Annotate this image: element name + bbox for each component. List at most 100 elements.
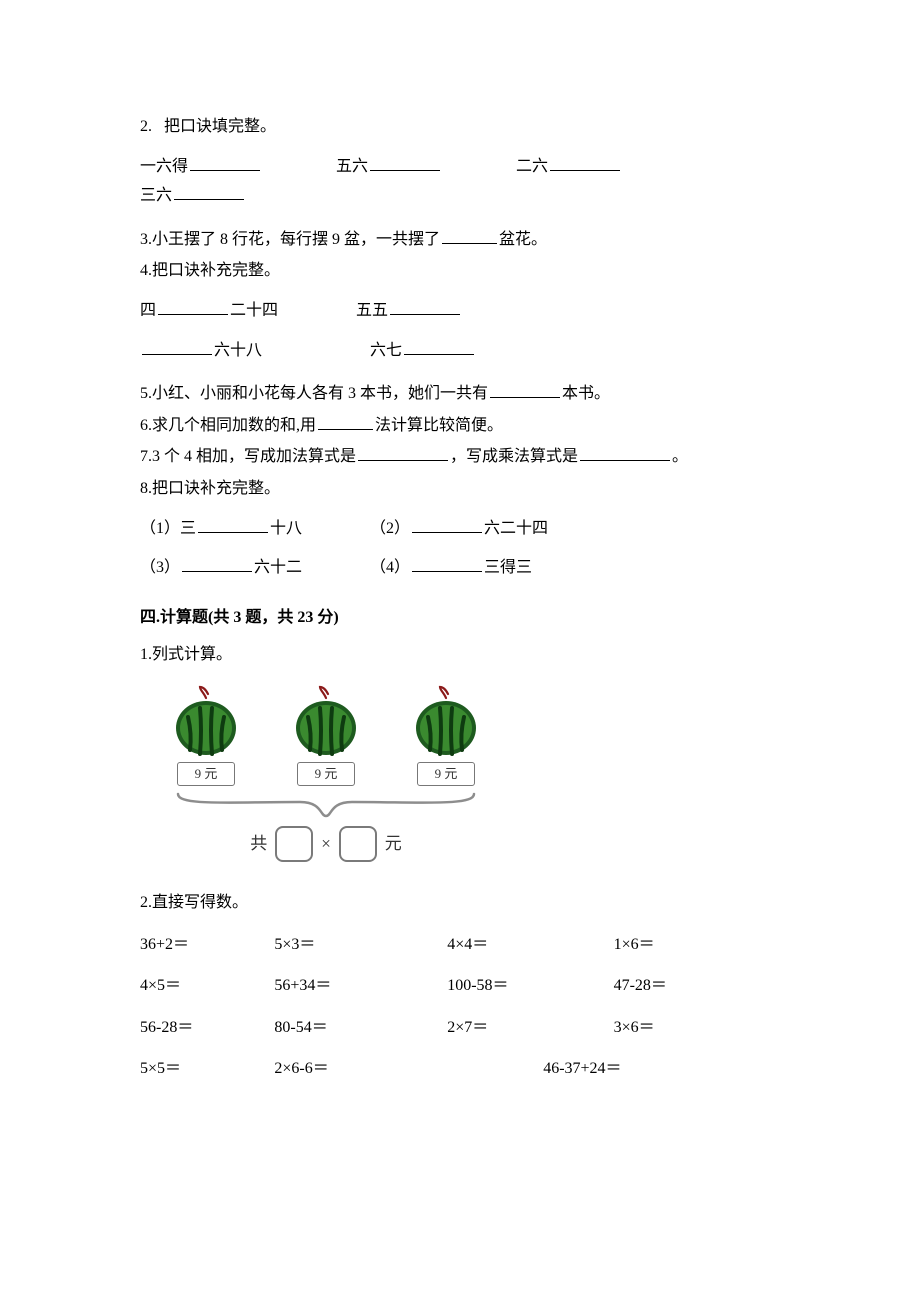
table-row: 56-28＝ 80-54＝ 2×7＝ 3×6＝ — [140, 1007, 780, 1049]
text: 四 — [140, 302, 156, 319]
q3-8-row2: （3） 六十二 （4）三得三 — [140, 553, 780, 583]
watermelon-icon — [290, 684, 362, 756]
q3-5: 5.小红、小丽和小花每人各有 3 本书，她们一共有 本书。 — [140, 379, 780, 409]
q3-3: 3.小王摆了 8 行花，每行摆 9 盆，一共摆了 盆花。 — [140, 225, 780, 255]
blank — [318, 411, 373, 430]
answer-box — [275, 826, 313, 862]
q3-4-text: 4.把口诀补充完整。 — [140, 262, 280, 279]
table-row: 36+2＝ 5×3＝ 4×4＝ 1×6＝ — [140, 924, 780, 966]
cell: 2×6-6＝ — [274, 1054, 543, 1084]
melon-row: 9 元 9 元 — [170, 684, 780, 786]
text: 六七 — [370, 342, 402, 359]
melon-item: 9 元 — [170, 684, 242, 786]
q3-2-item-3-text: 二六 — [516, 158, 548, 175]
eq-op: × — [321, 828, 331, 859]
cell: 56-28＝ — [140, 1007, 274, 1049]
q3-5a: 5.小红、小丽和小花每人各有 3 本书，她们一共有 — [140, 385, 488, 402]
q3-8-i3: （3） 六十二 — [140, 559, 302, 576]
q3-5b: 本书。 — [562, 385, 610, 402]
text: 十八 — [270, 520, 302, 537]
text: 二十四 — [230, 302, 278, 319]
q3-2-item-2: 五六 — [336, 152, 442, 182]
q3-8-i1: （1）三 十八 — [140, 520, 302, 537]
q3-8-row1: （1）三 十八 （2） 六二十四 — [140, 514, 780, 544]
price-tag: 9 元 — [297, 762, 355, 786]
q4-1-figure: 9 元 9 元 — [170, 684, 780, 862]
q3-4-prompt: 4.把口诀补充完整。 — [140, 256, 780, 286]
cell: 36+2＝ — [140, 924, 274, 966]
q3-3-text-a: 3.小王摆了 8 行花，每行摆 9 盆，一共摆了 — [140, 231, 440, 248]
q3-4-row2: 六十八 六七 — [140, 336, 780, 366]
melon-item: 9 元 — [410, 684, 482, 786]
q3-6: 6.求几个相同加数的和,用 法计算比较简便。 — [140, 411, 780, 441]
text: 六二十四 — [484, 520, 548, 537]
blank — [550, 152, 620, 171]
q3-2-item-2-text: 五六 — [336, 158, 368, 175]
blank — [358, 443, 448, 462]
q3-2-item-1: 一六得 — [140, 152, 262, 182]
text: 六十八 — [214, 342, 262, 359]
text: （3） — [140, 559, 180, 576]
blank — [182, 554, 252, 573]
q3-6a: 6.求几个相同加数的和,用 — [140, 417, 316, 434]
q3-2-item-4-text: 三六 — [140, 187, 172, 204]
melon-item: 9 元 — [290, 684, 362, 786]
blank — [412, 514, 482, 533]
text: 六十二 — [254, 559, 302, 576]
q4-2-text: 2.直接写得数。 — [140, 894, 248, 911]
cell: 4×4＝ — [447, 924, 613, 966]
q3-7: 7.3 个 4 相加，写成加法算式是，写成乘法算式是。 — [140, 442, 780, 472]
cell: 5×3＝ — [274, 924, 447, 966]
blank — [580, 443, 670, 462]
blank — [412, 554, 482, 573]
q3-4-row1a: 四 二十四 — [140, 302, 278, 319]
cell: 46-37+24＝ — [543, 1054, 780, 1084]
text: （1）三 — [140, 520, 196, 537]
blank — [390, 296, 460, 315]
q3-4-row2b: 六七 — [370, 342, 476, 359]
table-row: 4×5＝ 56+34＝ 100-58＝ 47-28＝ — [140, 965, 780, 1007]
price-tag: 9 元 — [417, 762, 475, 786]
q3-4-row1: 四 二十四 五五 — [140, 296, 780, 326]
watermelon-icon — [170, 684, 242, 756]
q4-2-prompt: 2.直接写得数。 — [140, 888, 780, 918]
blank — [190, 152, 260, 171]
blank — [174, 182, 244, 201]
q4-2-table: 36+2＝ 5×3＝ 4×4＝ 1×6＝ 4×5＝ 56+34＝ 100-58＝… — [140, 924, 780, 1049]
cell: 100-58＝ — [447, 965, 613, 1007]
blank — [198, 514, 268, 533]
cell: 2×7＝ — [447, 1007, 613, 1049]
q3-3-text-b: 盆花。 — [499, 231, 547, 248]
text: （4） — [370, 559, 410, 576]
q4-1-equation: 共 × 元 — [170, 826, 482, 862]
brace-icon — [170, 790, 780, 820]
q3-8-i4: （4）三得三 — [370, 559, 532, 576]
cell: 4×5＝ — [140, 965, 274, 1007]
cell: 56+34＝ — [274, 965, 447, 1007]
section4-heading-text: 四.计算题(共 3 题，共 23 分) — [140, 609, 339, 626]
cell: 80-54＝ — [274, 1007, 447, 1049]
q3-2: 2. 把口诀填完整。 — [140, 112, 780, 142]
answer-box — [339, 826, 377, 862]
q3-4-row1b: 五五 — [356, 302, 462, 319]
q3-2-item-4: 三六 — [140, 181, 246, 211]
q3-6b: 法计算比较简便。 — [375, 417, 503, 434]
q3-7b: ，写成乘法算式是 — [450, 448, 578, 465]
text: （2） — [370, 520, 410, 537]
cell: 1×6＝ — [614, 924, 780, 966]
blank — [404, 336, 474, 355]
price-tag: 9 元 — [177, 762, 235, 786]
eq-pre: 共 — [250, 828, 267, 859]
q3-4-row2a: 六十八 — [140, 342, 262, 359]
eq-post: 元 — [385, 828, 402, 859]
blank — [158, 296, 228, 315]
blank — [370, 152, 440, 171]
q3-8-i2: （2） 六二十四 — [370, 520, 548, 537]
q3-8-text: 8.把口诀补充完整。 — [140, 480, 280, 497]
q3-2-number: 2. — [140, 118, 152, 135]
q3-7a: 7.3 个 4 相加，写成加法算式是 — [140, 448, 356, 465]
watermelon-icon — [410, 684, 482, 756]
blank — [442, 225, 497, 244]
q3-2-item-3: 二六 — [516, 152, 622, 182]
q4-1-text: 1.列式计算。 — [140, 646, 232, 663]
